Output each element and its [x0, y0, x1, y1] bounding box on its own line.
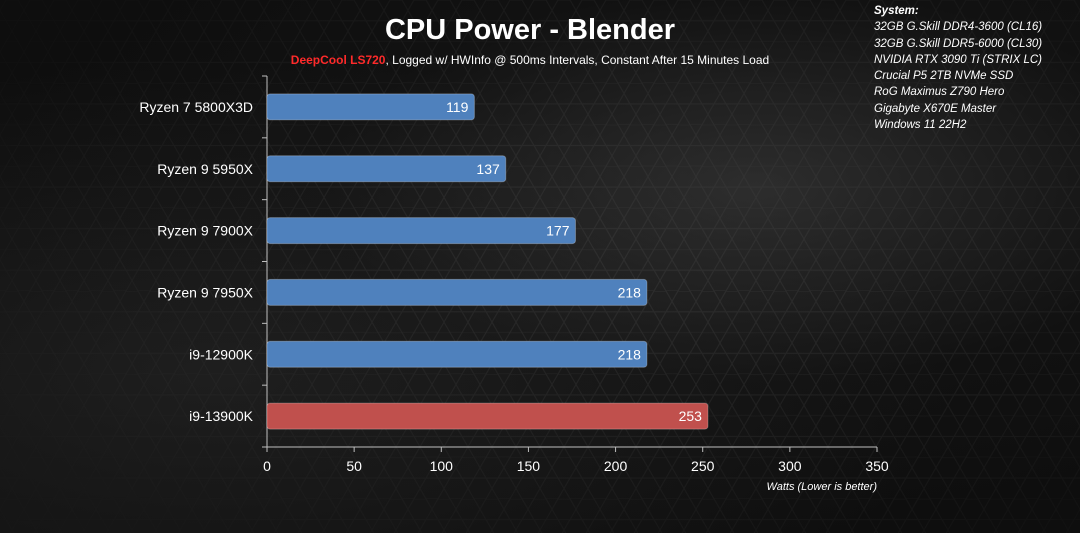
x-tick-label: 300 [778, 458, 802, 474]
category-label: Ryzen 9 5950X [157, 161, 253, 177]
bar [266, 155, 507, 183]
subtitle-brand: DeepCool LS720 [290, 53, 386, 67]
bar [266, 217, 576, 245]
system-spec-line: Crucial P5 2TB NVMe SSD [874, 70, 1014, 83]
system-spec-line: RoG Maximus Z790 Hero [874, 86, 1005, 99]
chart-subtitle: DeepCool LS720, Logged w/ HWInfo @ 500ms… [0, 53, 1060, 67]
category-label: i9-13900K [189, 408, 253, 424]
bar-value-label: 218 [618, 346, 642, 362]
bar-value-label: 218 [618, 284, 642, 300]
x-tick-label: 200 [604, 458, 628, 474]
system-spec-line: Gigabyte X670E Master [874, 102, 997, 115]
subtitle-text: , Logged w/ HWInfo @ 500ms Intervals, Co… [385, 53, 770, 67]
system-heading: System: [874, 5, 919, 17]
x-tick-label: 0 [263, 458, 271, 474]
bar-value-label: 177 [546, 223, 570, 239]
bar-value-label: 253 [679, 408, 703, 424]
x-tick-label: 100 [430, 458, 454, 474]
category-label: Ryzen 7 5800X3D [139, 99, 253, 115]
bar [266, 93, 475, 121]
x-tick-label: 350 [865, 458, 889, 474]
category-label: Ryzen 9 7950X [157, 284, 253, 300]
x-tick-label: 50 [346, 458, 362, 474]
category-label: i9-12900K [189, 346, 253, 362]
system-spec-line: NVIDIA RTX 3090 Ti (STRIX LC) [874, 53, 1042, 66]
bar [266, 340, 648, 368]
system-spec-line: 32GB G.Skill DDR4-3600 (CL16) [874, 21, 1043, 34]
bar [266, 402, 709, 430]
system-specs: System: 32GB G.Skill DDR4-3600 (CL16) 32… [874, 3, 1042, 133]
system-spec-line: 32GB G.Skill DDR5-6000 (CL30) [874, 37, 1043, 50]
bar-value-label: 137 [476, 161, 500, 177]
chart-title: CPU Power - Blender [384, 14, 676, 46]
bar-value-label: 119 [446, 99, 469, 115]
bar [266, 278, 648, 306]
category-label: Ryzen 9 7900X [157, 223, 253, 239]
x-tick-label: 150 [517, 458, 541, 474]
system-spec-line: Windows 11 22H2 [874, 119, 967, 132]
x-tick-label: 250 [691, 458, 715, 474]
x-axis-title: Watts (Lower is better) [767, 481, 878, 493]
